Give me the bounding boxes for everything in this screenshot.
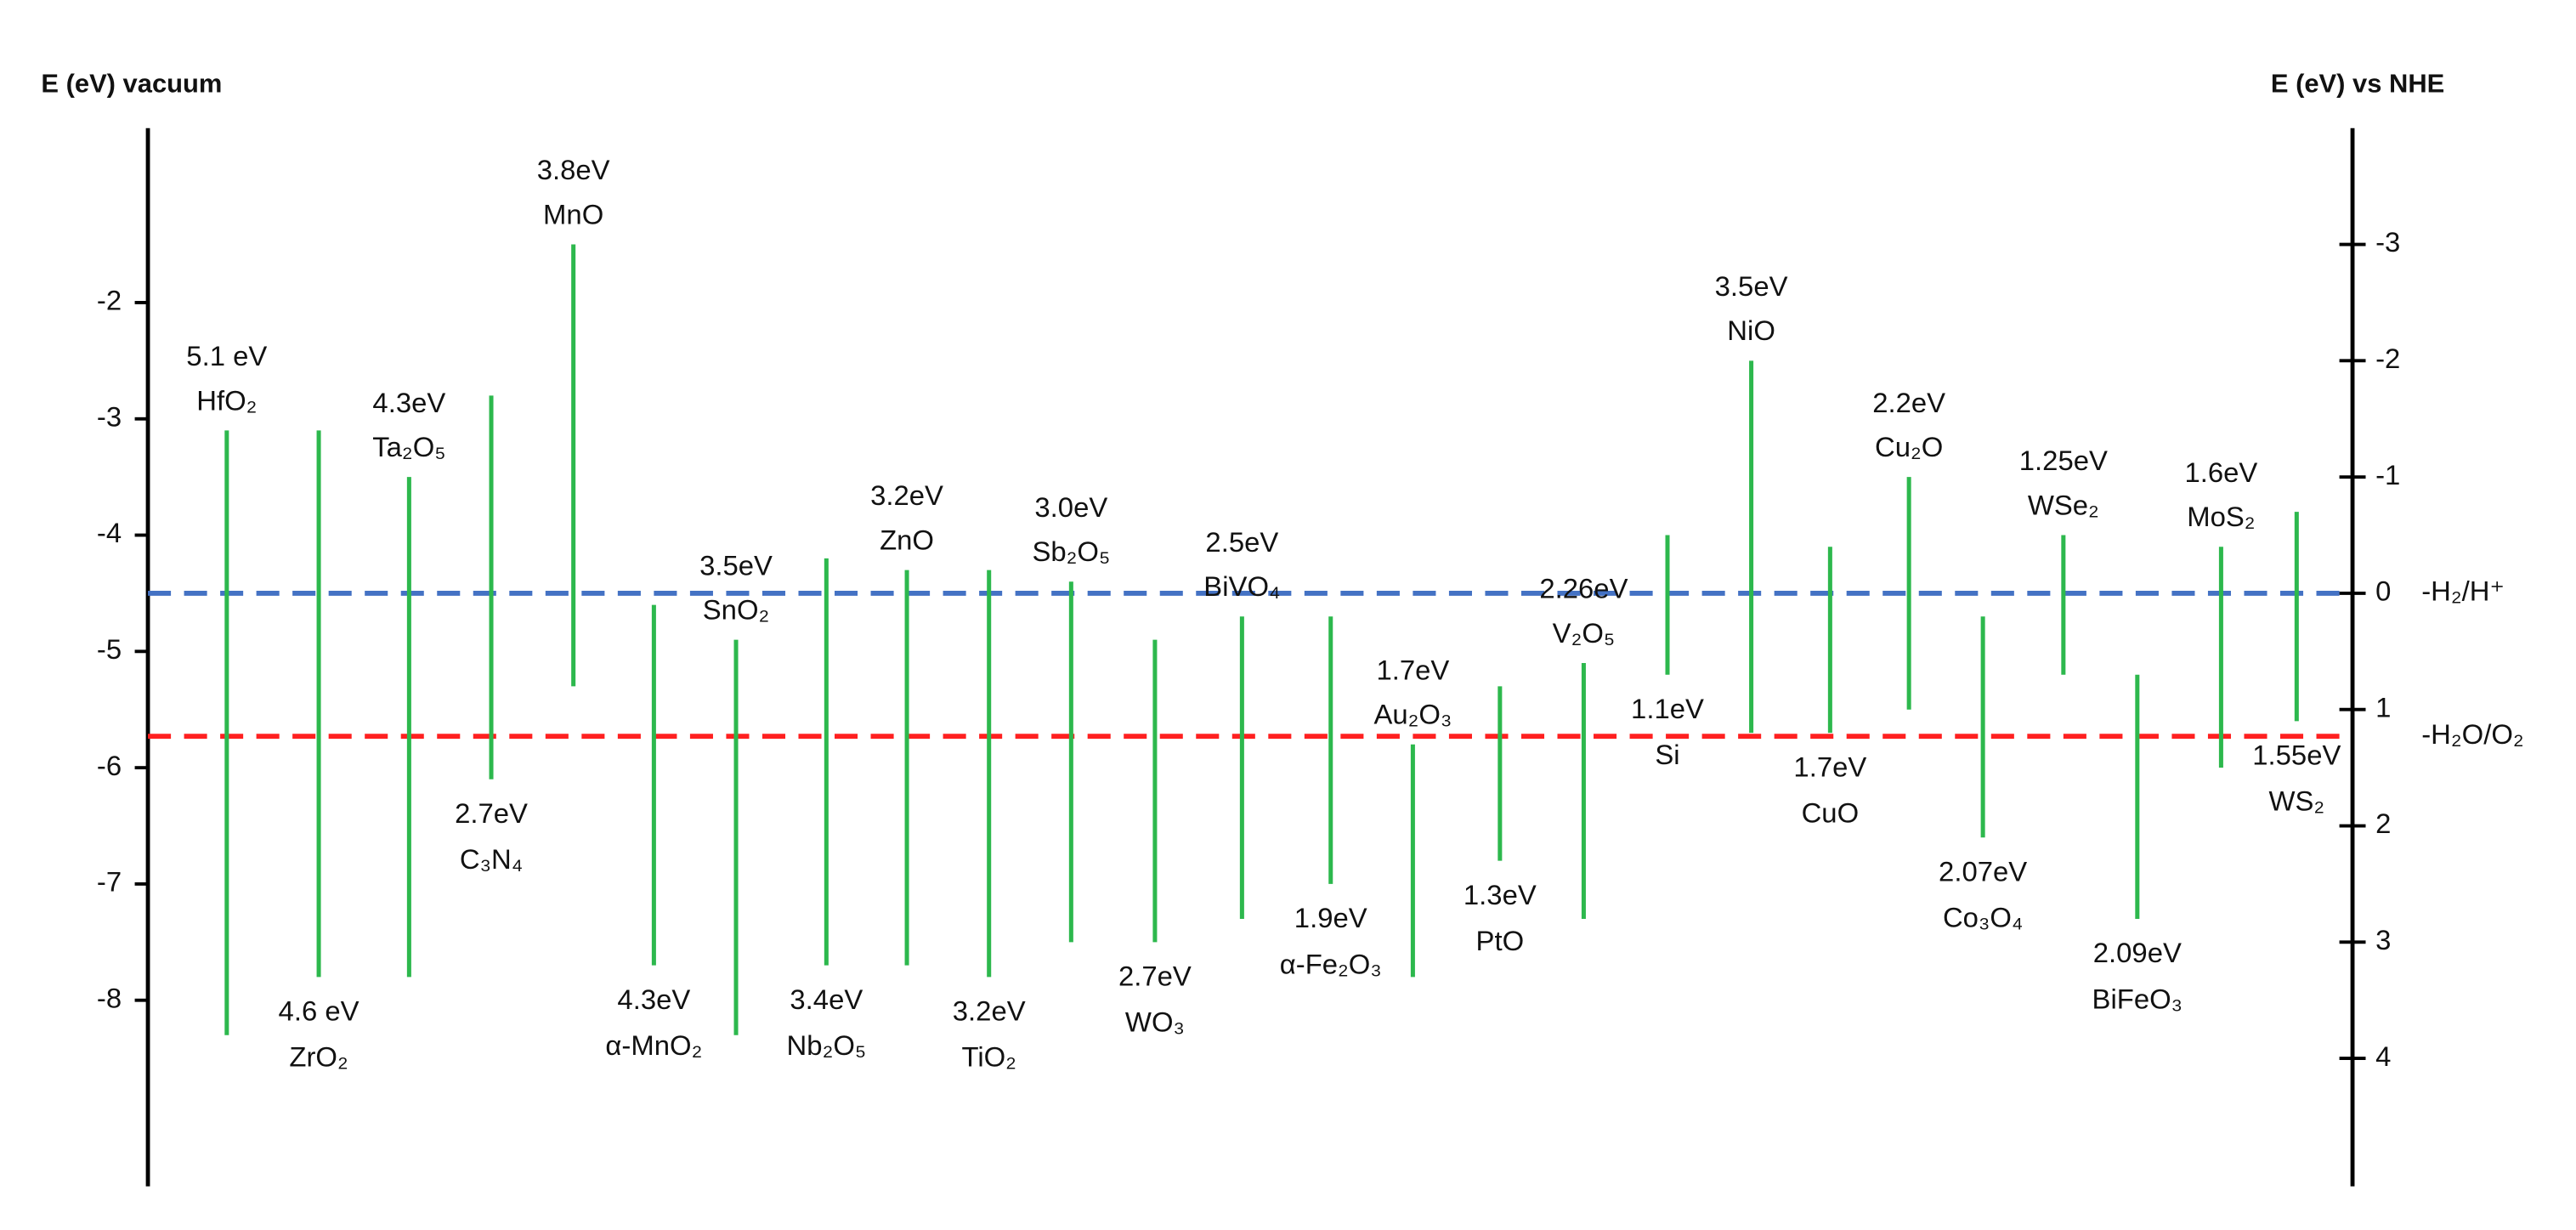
material-label: WS₂ [2268, 785, 2324, 817]
material-label: WO₃ [1125, 1006, 1185, 1038]
y2-tick-label: 1 [2375, 691, 2391, 723]
material-label: C₃N₄ [460, 843, 523, 875]
y-tick-label: -5 [97, 633, 122, 665]
gap-label: 1.9eV [1294, 902, 1367, 933]
material-label: α-Fe₂O₃ [1280, 948, 1382, 979]
gap-label: 2.7eV [1118, 961, 1192, 992]
gap-label: 4.6 eV [279, 995, 360, 1027]
material-label: MoS₂ [2187, 501, 2255, 532]
material-label: PtO [1476, 925, 1525, 956]
gap-label: 1.7eV [1793, 751, 1866, 782]
material-label: Co₃O₄ [1943, 902, 2023, 933]
y-tick-label: -4 [97, 517, 122, 548]
gap-label: 2.5eV [1205, 526, 1278, 558]
material-label: Si [1655, 739, 1679, 770]
y2-tick-label: -1 [2375, 459, 2400, 490]
reference-label: -H₂O/O₂ [2421, 718, 2523, 750]
material-label: WSe₂ [2028, 489, 2099, 520]
material-label: BiFeO₃ [2092, 983, 2183, 1014]
gap-label: 1.55eV [2252, 740, 2341, 771]
gap-label: 3.0eV [1034, 491, 1107, 523]
gap-label: 1.7eV [1376, 654, 1449, 685]
gap-label: 1.1eV [1631, 693, 1704, 724]
material-label: ZnO [880, 524, 934, 555]
y2-tick-label: 0 [2375, 575, 2391, 607]
material-label: V₂O₅ [1553, 617, 1615, 649]
gap-label: 4.3eV [617, 983, 690, 1015]
gap-label: 3.2eV [953, 995, 1026, 1027]
gap-label: 1.6eV [2184, 456, 2257, 488]
gap-label: 4.3eV [372, 387, 445, 418]
material-label: Au₂O₃ [1373, 699, 1452, 730]
gap-label: 3.2eV [870, 479, 943, 511]
y-tick-label: -6 [97, 750, 122, 781]
gap-label: 2.26eV [1539, 573, 1628, 604]
reference-label: -H₂/H⁺ [2421, 575, 2505, 607]
gap-label: 3.5eV [699, 549, 773, 581]
material-label: Ta₂O₅ [372, 431, 445, 462]
y2-tick-label: -3 [2375, 226, 2400, 258]
material-label: MnO [543, 198, 603, 230]
y2-tick-label: -2 [2375, 343, 2400, 374]
material-label: BiVO₄ [1203, 570, 1280, 602]
y-tick-label: -8 [97, 982, 122, 1013]
material-label: SnO₂ [703, 593, 770, 625]
y2-tick-label: 3 [2375, 924, 2391, 955]
material-label: Nb₂O₅ [787, 1029, 867, 1061]
y-axis-title: E (eV) vacuum [41, 69, 222, 99]
y2-axis-title: E (eV) vs NHE [2271, 69, 2444, 99]
gap-label: 2.2eV [1872, 387, 1945, 418]
y2-tick-label: 4 [2375, 1040, 2391, 1072]
material-label: NiO [1727, 315, 1775, 346]
material-label: CuO [1802, 796, 1860, 828]
gap-label: 2.09eV [2093, 937, 2182, 968]
material-label: TiO₂ [961, 1041, 1016, 1073]
gap-label: 3.8eV [537, 154, 610, 185]
material-label: ZrO₂ [289, 1041, 348, 1073]
gap-label: 1.25eV [2019, 445, 2108, 476]
gap-label: 3.4eV [790, 983, 863, 1015]
material-label: HfO₂ [196, 384, 257, 416]
gap-label: 3.5eV [1715, 270, 1788, 302]
gap-label: 2.07eV [1939, 855, 2027, 887]
y2-tick-label: 2 [2375, 808, 2391, 839]
y-tick-label: -7 [97, 866, 122, 898]
gap-label: 1.3eV [1464, 879, 1537, 910]
y-tick-label: -3 [97, 400, 122, 432]
material-label: Sb₂O₅ [1032, 536, 1110, 567]
gap-label: 5.1 eV [186, 340, 267, 371]
y-tick-label: -2 [97, 285, 122, 316]
material-label: Cu₂O [1875, 431, 1943, 462]
gap-label: 2.7eV [455, 797, 528, 829]
material-label: α-MnO₂ [605, 1029, 702, 1061]
